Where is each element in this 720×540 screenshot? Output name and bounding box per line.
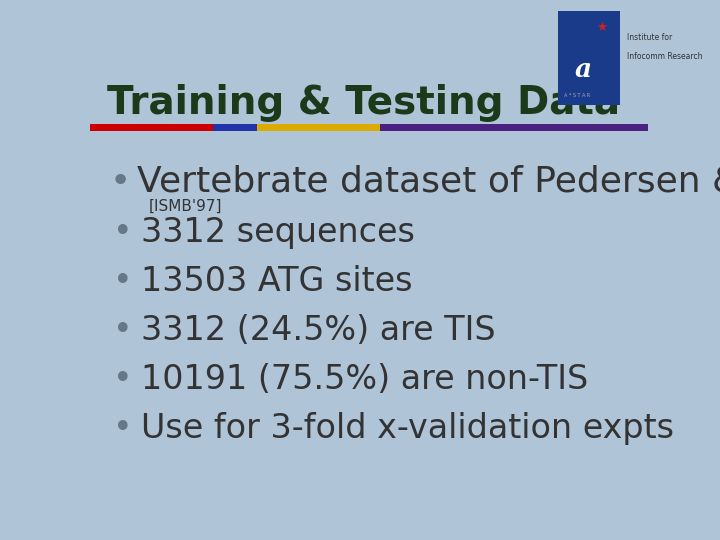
Text: 13503 ATG sites: 13503 ATG sites — [141, 265, 413, 298]
Bar — [380, 124, 648, 131]
Text: [ISMB'97]: [ISMB'97] — [148, 199, 222, 214]
Text: a: a — [575, 57, 591, 82]
Text: 3312 sequences: 3312 sequences — [141, 216, 415, 249]
Bar — [258, 124, 380, 131]
Text: •: • — [114, 314, 133, 347]
Text: 10191 (75.5%) are non-TIS: 10191 (75.5%) are non-TIS — [141, 363, 588, 396]
Text: A * S T A R: A * S T A R — [564, 93, 590, 98]
Text: Use for 3-fold x-validation expts: Use for 3-fold x-validation expts — [141, 413, 675, 446]
Text: •: • — [109, 165, 131, 199]
FancyBboxPatch shape — [558, 11, 620, 105]
Text: •: • — [114, 363, 133, 396]
Text: •: • — [114, 265, 133, 298]
Text: •: • — [114, 216, 133, 249]
Text: Institute for: Institute for — [627, 33, 672, 42]
Text: •: • — [114, 413, 133, 446]
Text: ★: ★ — [597, 21, 608, 35]
Text: Training & Testing Data: Training & Testing Data — [107, 84, 620, 122]
Bar — [90, 124, 213, 131]
Text: Vertebrate dataset of Pedersen & Nielsen: Vertebrate dataset of Pedersen & Nielsen — [138, 165, 720, 199]
Text: Infocomm Research: Infocomm Research — [627, 52, 703, 60]
Bar — [213, 124, 258, 131]
Text: 3312 (24.5%) are TIS: 3312 (24.5%) are TIS — [141, 314, 496, 347]
